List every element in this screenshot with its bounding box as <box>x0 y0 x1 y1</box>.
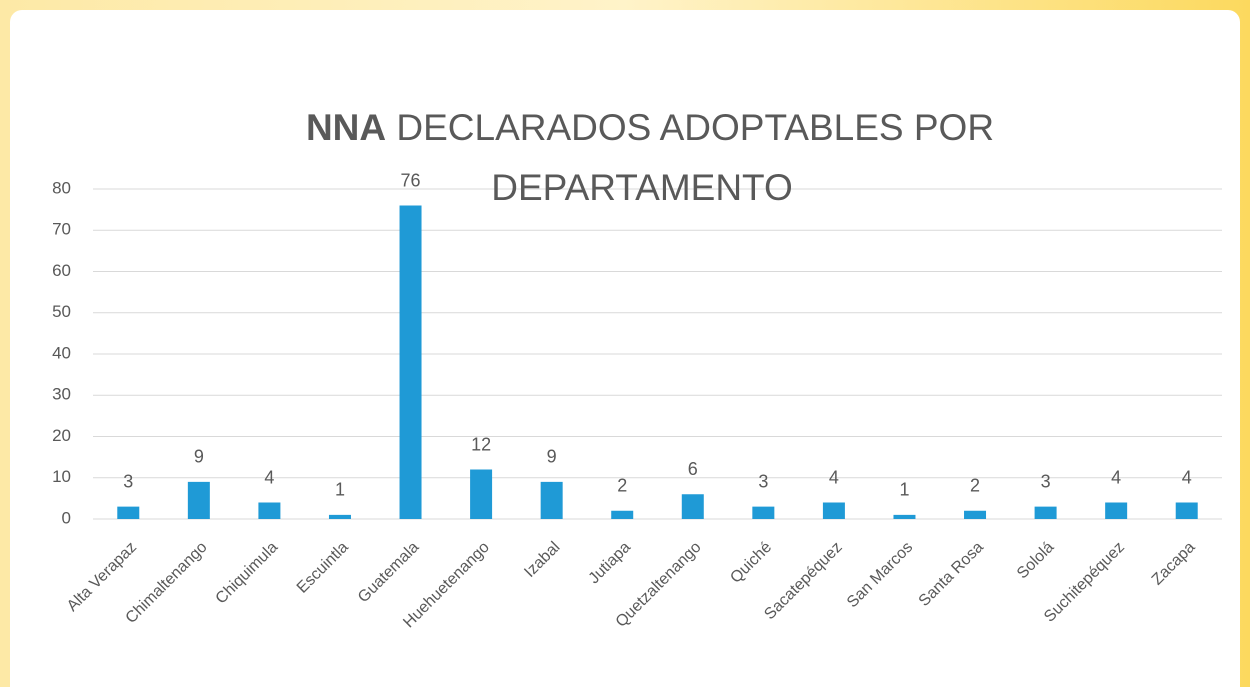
value-label: 3 <box>123 471 133 491</box>
y-tick-label: 30 <box>52 385 71 404</box>
bar <box>258 502 281 519</box>
bar <box>399 205 422 519</box>
bar <box>752 506 775 519</box>
bar <box>681 494 704 519</box>
title-bold: NNA <box>306 107 386 148</box>
value-label: 3 <box>1041 471 1051 491</box>
bar <box>822 502 845 519</box>
chart-title: NNA DECLARADOS ADOPTABLES POR <box>306 107 994 148</box>
bar <box>964 510 987 519</box>
title-line1: DECLARADOS ADOPTABLES POR <box>396 107 994 148</box>
value-label: 76 <box>401 170 421 190</box>
y-tick-label: 0 <box>62 508 71 527</box>
bar <box>1175 502 1198 519</box>
bar <box>117 506 140 519</box>
bar <box>1034 506 1057 519</box>
value-label: 4 <box>829 467 839 487</box>
y-tick-label: 10 <box>52 467 71 486</box>
value-label: 6 <box>688 459 698 479</box>
bar <box>1105 502 1128 519</box>
y-tick-label: 40 <box>52 343 71 362</box>
value-label: 4 <box>264 467 274 487</box>
value-label: 4 <box>1182 467 1192 487</box>
y-tick-label: 50 <box>52 302 71 321</box>
value-label: 3 <box>758 471 768 491</box>
chart-title-line2: DEPARTAMENTO <box>491 167 793 208</box>
value-label: 1 <box>335 480 345 500</box>
bar <box>328 514 351 519</box>
value-label: 9 <box>194 447 204 467</box>
y-tick-label: 20 <box>52 426 71 445</box>
y-tick-label: 60 <box>52 261 71 280</box>
bar <box>611 510 634 519</box>
bar <box>187 481 210 519</box>
panel <box>10 10 1240 687</box>
value-label: 1 <box>899 480 909 500</box>
value-label: 2 <box>617 476 627 496</box>
y-tick-label: 80 <box>52 178 71 197</box>
title-space <box>386 107 396 148</box>
value-label: 4 <box>1111 467 1121 487</box>
y-tick-label: 70 <box>52 220 71 239</box>
bar <box>540 481 563 519</box>
bar <box>893 514 916 519</box>
value-label: 9 <box>547 447 557 467</box>
value-label: 2 <box>970 476 980 496</box>
bar <box>470 469 493 519</box>
value-label: 12 <box>471 434 491 454</box>
